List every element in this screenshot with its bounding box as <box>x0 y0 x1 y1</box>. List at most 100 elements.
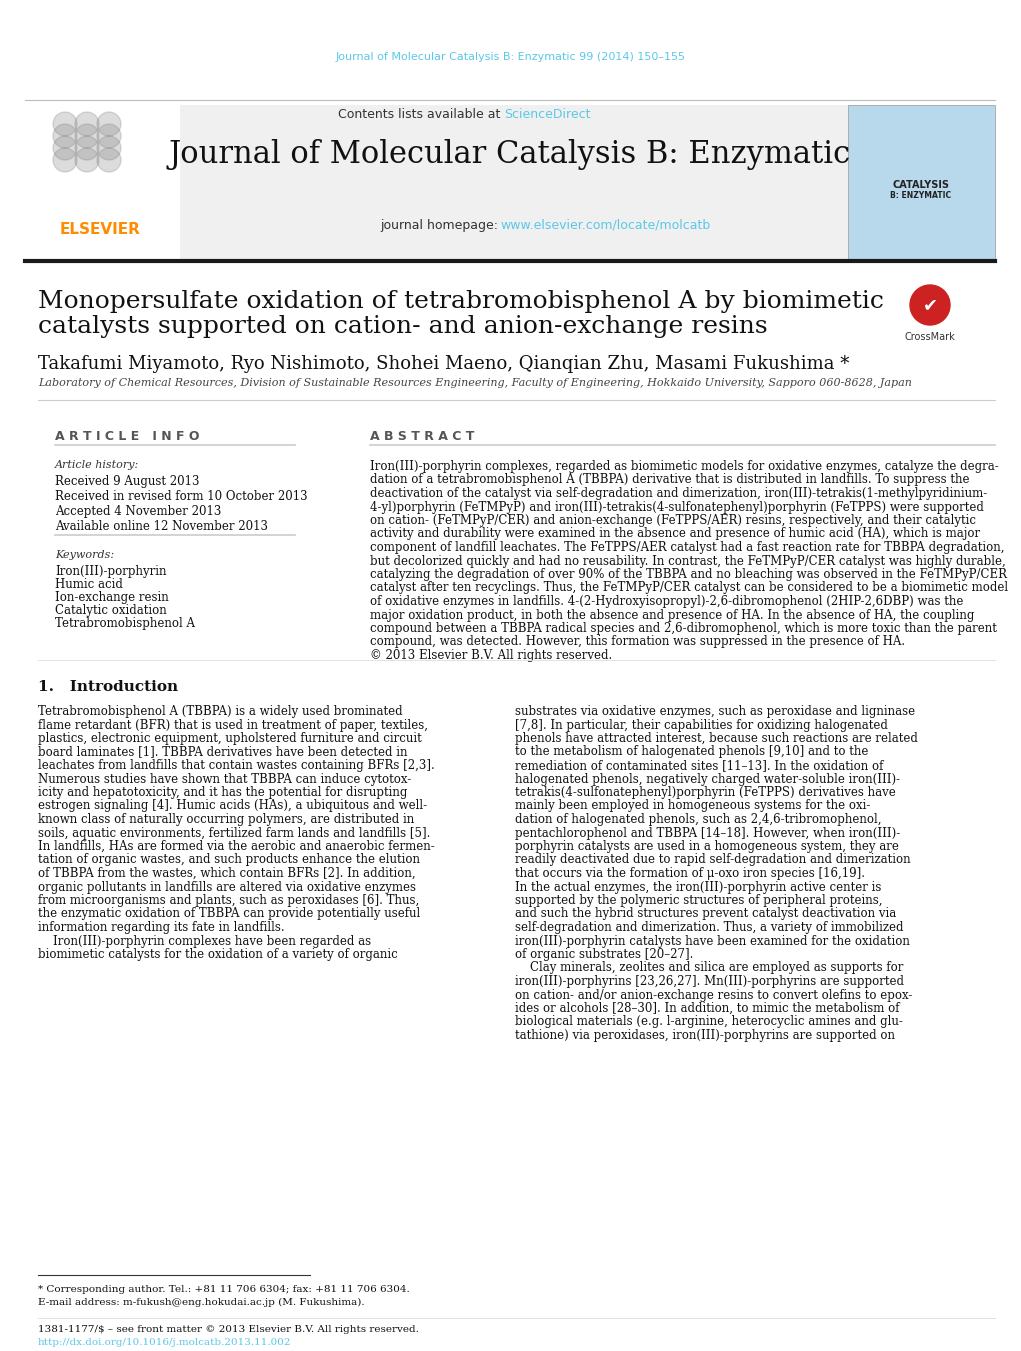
Circle shape <box>97 112 121 136</box>
Text: of TBBPA from the wastes, which contain BFRs [2]. In addition,: of TBBPA from the wastes, which contain … <box>38 867 416 880</box>
Text: the enzymatic oxidation of TBBPA can provide potentially useful: the enzymatic oxidation of TBBPA can pro… <box>38 908 421 920</box>
Text: tetrakis(4-sulfonatephenyl)porphyrin (FeTPPS) derivatives have: tetrakis(4-sulfonatephenyl)porphyrin (Fe… <box>515 786 895 798</box>
Text: ELSEVIER: ELSEVIER <box>59 223 141 238</box>
Text: on cation- and/or anion-exchange resins to convert olefins to epox-: on cation- and/or anion-exchange resins … <box>515 989 913 1001</box>
Text: and such the hybrid structures prevent catalyst deactivation via: and such the hybrid structures prevent c… <box>515 908 896 920</box>
Text: 1381-1177/$ – see front matter © 2013 Elsevier B.V. All rights reserved.: 1381-1177/$ – see front matter © 2013 El… <box>38 1325 419 1333</box>
FancyBboxPatch shape <box>25 105 995 259</box>
Text: ides or alcohols [28–30]. In addition, to mimic the metabolism of: ides or alcohols [28–30]. In addition, t… <box>515 1002 900 1015</box>
Text: Ion-exchange resin: Ion-exchange resin <box>55 590 168 604</box>
Text: to the metabolism of halogenated phenols [9,10] and to the: to the metabolism of halogenated phenols… <box>515 746 869 758</box>
Text: component of landfill leachates. The FeTPPS/AER catalyst had a fast reaction rat: component of landfill leachates. The FeT… <box>370 540 1005 554</box>
Text: iron(III)-porphyrins [23,26,27]. Mn(III)-porphyrins are supported: iron(III)-porphyrins [23,26,27]. Mn(III)… <box>515 975 904 988</box>
Text: Numerous studies have shown that TBBPA can induce cytotox-: Numerous studies have shown that TBBPA c… <box>38 773 411 785</box>
Text: plastics, electronic equipment, upholstered furniture and circuit: plastics, electronic equipment, upholste… <box>38 732 422 744</box>
Text: Received 9 August 2013: Received 9 August 2013 <box>55 476 199 488</box>
Text: catalyzing the degradation of over 90% of the TBBPA and no bleaching was observe: catalyzing the degradation of over 90% o… <box>370 567 1007 581</box>
Text: information regarding its fate in landfills.: information regarding its fate in landfi… <box>38 921 285 934</box>
Text: phenols have attracted interest, because such reactions are related: phenols have attracted interest, because… <box>515 732 918 744</box>
Text: dation of a tetrabromobisphenol A (TBBPA) derivative that is distributed in land: dation of a tetrabromobisphenol A (TBBPA… <box>370 473 970 486</box>
Circle shape <box>97 136 121 159</box>
Text: estrogen signaling [4]. Humic acids (HAs), a ubiquitous and well-: estrogen signaling [4]. Humic acids (HAs… <box>38 800 427 812</box>
Text: but decolorized quickly and had no reusability. In contrast, the FeTMPyP/CER cat: but decolorized quickly and had no reusa… <box>370 554 1006 567</box>
Text: organic pollutants in landfills are altered via oxidative enzymes: organic pollutants in landfills are alte… <box>38 881 416 893</box>
Text: of oxidative enzymes in landfills. 4-(2-Hydroxyisopropyl)-2,6-dibromophenol (2HI: of oxidative enzymes in landfills. 4-(2-… <box>370 594 964 608</box>
Text: Monopersulfate oxidation of tetrabromobisphenol A by biomimetic: Monopersulfate oxidation of tetrabromobi… <box>38 290 884 313</box>
Text: Journal of Molecular Catalysis B: Enzymatic 99 (2014) 150–155: Journal of Molecular Catalysis B: Enzyma… <box>336 51 686 62</box>
Text: Humic acid: Humic acid <box>55 578 123 590</box>
Text: Tetrabromobisphenol A (TBBPA) is a widely used brominated: Tetrabromobisphenol A (TBBPA) is a widel… <box>38 705 402 717</box>
Text: 1.   Introduction: 1. Introduction <box>38 680 178 694</box>
Text: ScienceDirect: ScienceDirect <box>504 108 590 122</box>
Circle shape <box>75 149 99 172</box>
Text: © 2013 Elsevier B.V. All rights reserved.: © 2013 Elsevier B.V. All rights reserved… <box>370 648 613 662</box>
Text: Contents lists available at: Contents lists available at <box>338 108 504 122</box>
Text: tation of organic wastes, and such products enhance the elution: tation of organic wastes, and such produ… <box>38 854 420 866</box>
Text: remediation of contaminated sites [11–13]. In the oxidation of: remediation of contaminated sites [11–13… <box>515 759 883 771</box>
Text: catalyst after ten recyclings. Thus, the FeTMPyP/CER catalyst can be considered : catalyst after ten recyclings. Thus, the… <box>370 581 1008 594</box>
Text: pentachlorophenol and TBBPA [14–18]. However, when iron(III)-: pentachlorophenol and TBBPA [14–18]. How… <box>515 827 901 839</box>
Circle shape <box>53 136 77 159</box>
Text: major oxidation product, in both the absence and presence of HA. In the absence : major oxidation product, in both the abs… <box>370 608 974 621</box>
Text: Clay minerals, zeolites and silica are employed as supports for: Clay minerals, zeolites and silica are e… <box>515 962 904 974</box>
Text: readily deactivated due to rapid self-degradation and dimerization: readily deactivated due to rapid self-de… <box>515 854 911 866</box>
Text: journal homepage:: journal homepage: <box>380 219 502 231</box>
Text: that occurs via the formation of μ-oxo iron species [16,19].: that occurs via the formation of μ-oxo i… <box>515 867 865 880</box>
FancyBboxPatch shape <box>25 105 180 259</box>
Text: self-degradation and dimerization. Thus, a variety of immobilized: self-degradation and dimerization. Thus,… <box>515 921 904 934</box>
Text: on cation- (FeTMPyP/CER) and anion-exchange (FeTPPS/AER) resins, respectively, a: on cation- (FeTMPyP/CER) and anion-excha… <box>370 513 976 527</box>
Text: * Corresponding author. Tel.: +81 11 706 6304; fax: +81 11 706 6304.: * Corresponding author. Tel.: +81 11 706… <box>38 1285 409 1294</box>
Text: Received in revised form 10 October 2013: Received in revised form 10 October 2013 <box>55 490 307 503</box>
Text: board laminates [1]. TBBPA derivatives have been detected in: board laminates [1]. TBBPA derivatives h… <box>38 746 407 758</box>
Text: icity and hepatotoxicity, and it has the potential for disrupting: icity and hepatotoxicity, and it has the… <box>38 786 407 798</box>
Text: supported by the polymeric structures of peripheral proteins,: supported by the polymeric structures of… <box>515 894 882 907</box>
Text: activity and durability were examined in the absence and presence of humic acid : activity and durability were examined in… <box>370 527 980 540</box>
Text: Keywords:: Keywords: <box>55 550 114 561</box>
Text: B: ENZYMATIC: B: ENZYMATIC <box>890 192 952 200</box>
Circle shape <box>97 124 121 149</box>
Text: from microorganisms and plants, such as peroxidases [6]. Thus,: from microorganisms and plants, such as … <box>38 894 420 907</box>
Circle shape <box>53 149 77 172</box>
Text: biological materials (e.g. l-arginine, heterocyclic amines and glu-: biological materials (e.g. l-arginine, h… <box>515 1016 903 1028</box>
Circle shape <box>53 124 77 149</box>
Text: A R T I C L E   I N F O: A R T I C L E I N F O <box>55 430 199 443</box>
Text: A B S T R A C T: A B S T R A C T <box>370 430 475 443</box>
Text: Iron(III)-porphyrin complexes, regarded as biomimetic models for oxidative enzym: Iron(III)-porphyrin complexes, regarded … <box>370 459 999 473</box>
Text: 4-yl)porphyrin (FeTMPyP) and iron(III)-tetrakis(4-sulfonatephenyl)porphyrin (FeT: 4-yl)porphyrin (FeTMPyP) and iron(III)-t… <box>370 500 984 513</box>
Circle shape <box>75 124 99 149</box>
Text: compound between a TBBPA radical species and 2,6-dibromophenol, which is more to: compound between a TBBPA radical species… <box>370 621 996 635</box>
Text: porphyrin catalysts are used in a homogeneous system, they are: porphyrin catalysts are used in a homoge… <box>515 840 898 852</box>
Text: Iron(III)-porphyrin complexes have been regarded as: Iron(III)-porphyrin complexes have been … <box>38 935 371 947</box>
Text: leachates from landfills that contain wastes containing BFRs [2,3].: leachates from landfills that contain wa… <box>38 759 435 771</box>
Text: flame retardant (BFR) that is used in treatment of paper, textiles,: flame retardant (BFR) that is used in tr… <box>38 719 428 731</box>
Text: [7,8]. In particular, their capabilities for oxidizing halogenated: [7,8]. In particular, their capabilities… <box>515 719 888 731</box>
Circle shape <box>53 112 77 136</box>
Text: soils, aquatic environments, fertilized farm lands and landfills [5].: soils, aquatic environments, fertilized … <box>38 827 431 839</box>
Circle shape <box>75 136 99 159</box>
Text: http://dx.doi.org/10.1016/j.molcatb.2013.11.002: http://dx.doi.org/10.1016/j.molcatb.2013… <box>38 1337 292 1347</box>
Text: mainly been employed in homogeneous systems for the oxi-: mainly been employed in homogeneous syst… <box>515 800 870 812</box>
Text: Journal of Molecular Catalysis B: Enzymatic: Journal of Molecular Catalysis B: Enzyma… <box>168 139 852 170</box>
Text: Available online 12 November 2013: Available online 12 November 2013 <box>55 520 268 534</box>
Text: Article history:: Article history: <box>55 459 139 470</box>
Text: CrossMark: CrossMark <box>905 332 956 342</box>
Text: compound, was detected. However, this formation was suppressed in the presence o: compound, was detected. However, this fo… <box>370 635 906 648</box>
Circle shape <box>910 285 950 326</box>
FancyBboxPatch shape <box>848 105 995 259</box>
Text: dation of halogenated phenols, such as 2,4,6-tribromophenol,: dation of halogenated phenols, such as 2… <box>515 813 881 825</box>
Text: Laboratory of Chemical Resources, Division of Sustainable Resources Engineering,: Laboratory of Chemical Resources, Divisi… <box>38 378 912 388</box>
Text: of organic substrates [20–27].: of organic substrates [20–27]. <box>515 948 693 961</box>
Text: Catalytic oxidation: Catalytic oxidation <box>55 604 166 617</box>
Text: In landfills, HAs are formed via the aerobic and anaerobic fermen-: In landfills, HAs are formed via the aer… <box>38 840 435 852</box>
Text: www.elsevier.com/locate/molcatb: www.elsevier.com/locate/molcatb <box>500 219 711 231</box>
Text: Accepted 4 November 2013: Accepted 4 November 2013 <box>55 505 222 517</box>
Circle shape <box>97 149 121 172</box>
Circle shape <box>75 112 99 136</box>
Text: catalysts supported on cation- and anion-exchange resins: catalysts supported on cation- and anion… <box>38 315 768 338</box>
Text: known class of naturally occurring polymers, are distributed in: known class of naturally occurring polym… <box>38 813 415 825</box>
Text: biomimetic catalysts for the oxidation of a variety of organic: biomimetic catalysts for the oxidation o… <box>38 948 398 961</box>
Text: ✔: ✔ <box>922 296 937 313</box>
Text: In the actual enzymes, the iron(III)-porphyrin active center is: In the actual enzymes, the iron(III)-por… <box>515 881 881 893</box>
Text: Tetrabromobisphenol A: Tetrabromobisphenol A <box>55 617 195 630</box>
Text: iron(III)-porphyrin catalysts have been examined for the oxidation: iron(III)-porphyrin catalysts have been … <box>515 935 910 947</box>
